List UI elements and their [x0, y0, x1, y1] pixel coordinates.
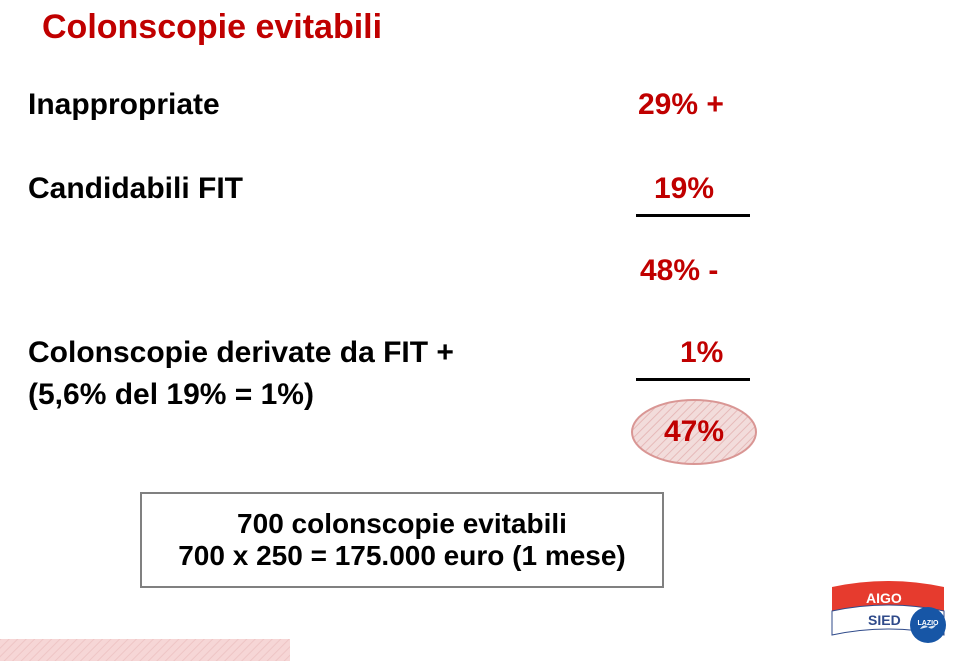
slide-title: Colonscopie evitabili	[42, 8, 382, 47]
org-logo-svg: AIGO SIED LAZIO	[828, 581, 948, 645]
row-derivate-label-2: (5,6% del 19% = 1%)	[28, 378, 314, 412]
footer-bar	[0, 639, 960, 661]
logo-sied-text: SIED	[868, 612, 901, 628]
summary-box-line2: 700 x 250 = 175.000 euro (1 mese)	[178, 540, 626, 572]
result-oval: 47%	[630, 398, 758, 466]
footer-hatch	[0, 639, 290, 661]
row-subtotal-value: 48% -	[640, 254, 718, 288]
row-inappropriate-label: Inappropriate	[28, 88, 220, 122]
row-derivate-value: 1%	[680, 336, 723, 370]
row-derivate-label-1: Colonscopie derivate da FIT +	[28, 336, 454, 370]
logo-lazio-text: LAZIO	[918, 620, 940, 627]
logo-aigo-text: AIGO	[866, 590, 902, 606]
row-inappropriate-value: 29% +	[638, 88, 724, 122]
oval-value: 47%	[630, 398, 758, 466]
summary-box-line1: 700 colonscopie evitabili	[237, 508, 567, 540]
org-logo: AIGO SIED LAZIO	[828, 581, 948, 645]
underline-derivate	[636, 378, 750, 381]
row-candidabili-value: 19%	[654, 172, 714, 206]
row-candidabili-label: Candidabili FIT	[28, 172, 243, 206]
summary-box: 700 colonscopie evitabili 700 x 250 = 17…	[140, 492, 664, 588]
underline-candidabili	[636, 214, 750, 217]
